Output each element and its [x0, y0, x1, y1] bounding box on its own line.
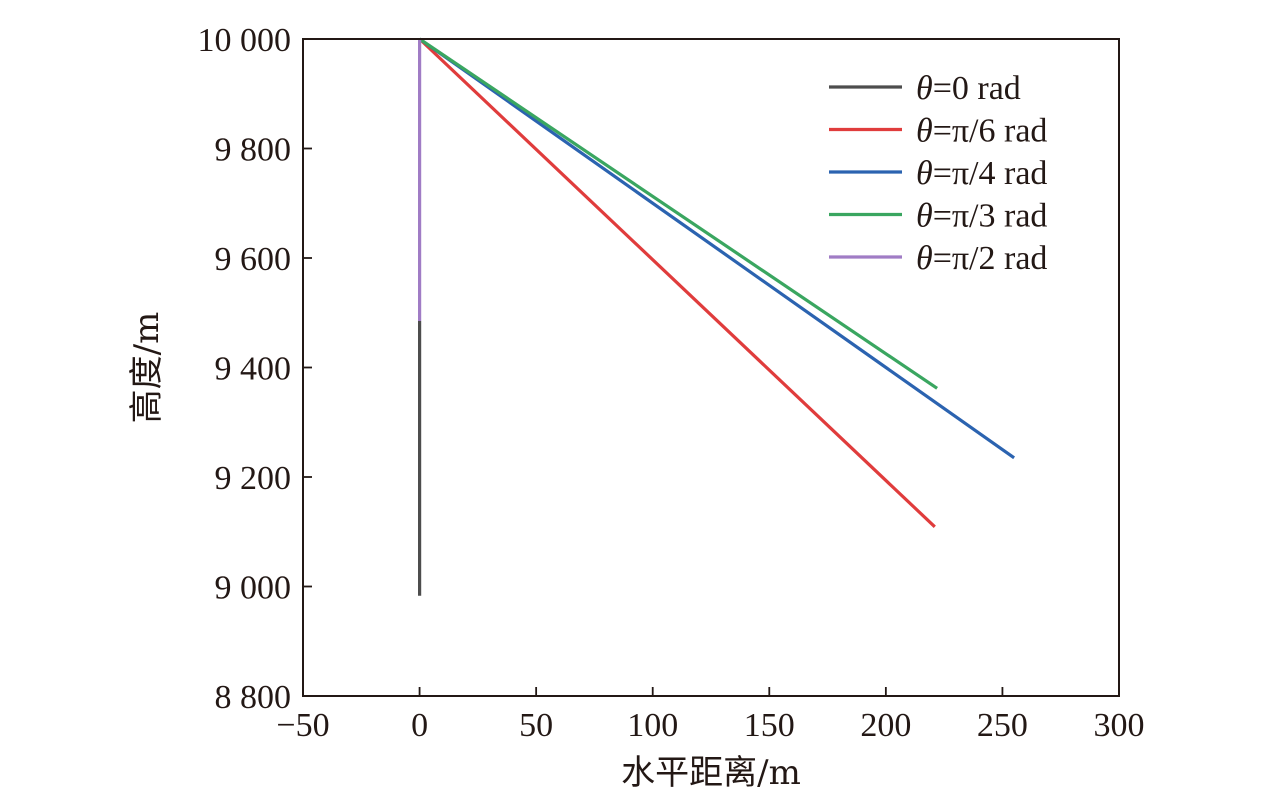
y-tick-label: 9 600: [215, 241, 292, 278]
series-line-1: [418, 37, 936, 528]
plot-area: [418, 37, 1016, 596]
legend-label-1: θ=π/6 rad: [916, 113, 1047, 150]
y-tick-label: 9 000: [215, 570, 292, 607]
legend-label-3: θ=π/3 rad: [916, 198, 1047, 235]
x-tick-label: 300: [1094, 707, 1145, 744]
x-tick-label: 100: [627, 707, 678, 744]
legend: θ=0 rad θ=π/6 rad θ=π/4 rad θ=π/3 rad θ=π/2 …: [829, 70, 1047, 277]
y-tick-label: 8 800: [215, 679, 292, 716]
x-tick-label: 150: [744, 707, 795, 744]
legend-label-4: θ=π/2 rad: [916, 240, 1047, 277]
y-tick-label: 9 400: [215, 351, 292, 388]
y-tick-label: 9 200: [215, 460, 292, 497]
x-tick-label: 50: [519, 707, 553, 744]
y-axis-title: 高度/m: [127, 312, 167, 424]
legend-label-2: θ=π/4 rad: [916, 155, 1047, 192]
x-tick-label: 250: [977, 707, 1028, 744]
axis-ticks: −50 0 50 100 150 200 250 300 8 800 9 000 9 200 9 40…: [198, 22, 1145, 744]
x-tick-label: −50: [276, 707, 329, 744]
series-line-3: [418, 37, 938, 390]
x-tick-label: 200: [860, 707, 911, 744]
x-axis-title: 水平距离/m: [621, 753, 801, 793]
y-tick-label: 10 000: [198, 22, 292, 59]
series-line-2: [418, 37, 1016, 460]
x-tick-label: 0: [411, 707, 428, 744]
legend-label-0: θ=0 rad: [916, 70, 1021, 107]
y-tick-label: 9 800: [215, 132, 292, 169]
